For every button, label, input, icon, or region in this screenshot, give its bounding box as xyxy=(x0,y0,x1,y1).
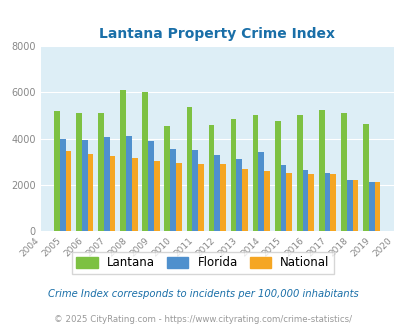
Bar xyxy=(302,170,308,231)
Bar xyxy=(258,152,264,231)
Bar xyxy=(252,115,258,231)
Bar xyxy=(175,163,181,231)
Bar xyxy=(82,140,87,231)
Bar xyxy=(230,119,236,231)
Text: © 2025 CityRating.com - https://www.cityrating.com/crime-statistics/: © 2025 CityRating.com - https://www.city… xyxy=(54,315,351,324)
Bar xyxy=(104,137,109,231)
Bar xyxy=(132,158,137,231)
Bar xyxy=(308,174,313,231)
Bar xyxy=(60,139,65,231)
Bar xyxy=(330,174,335,231)
Bar xyxy=(214,155,220,231)
Bar xyxy=(340,113,346,231)
Bar xyxy=(324,173,330,231)
Bar xyxy=(352,180,357,231)
Bar xyxy=(362,123,368,231)
Bar xyxy=(76,113,82,231)
Bar xyxy=(109,156,115,231)
Bar xyxy=(120,90,126,231)
Bar xyxy=(87,154,93,231)
Bar xyxy=(296,115,302,231)
Bar xyxy=(280,165,286,231)
Legend: Lantana, Florida, National: Lantana, Florida, National xyxy=(71,252,334,274)
Bar xyxy=(286,173,291,231)
Bar xyxy=(186,108,192,231)
Bar xyxy=(374,182,379,231)
Bar xyxy=(126,136,132,231)
Bar xyxy=(241,169,247,231)
Bar xyxy=(264,171,269,231)
Bar xyxy=(164,126,170,231)
Bar xyxy=(98,113,104,231)
Bar xyxy=(346,180,352,231)
Bar xyxy=(208,125,214,231)
Bar xyxy=(198,164,203,231)
Bar xyxy=(192,150,198,231)
Bar xyxy=(274,121,280,231)
Bar xyxy=(148,141,153,231)
Bar xyxy=(65,151,71,231)
Text: Crime Index corresponds to incidents per 100,000 inhabitants: Crime Index corresponds to incidents per… xyxy=(47,289,358,299)
Bar xyxy=(220,164,225,231)
Bar xyxy=(318,110,324,231)
Bar xyxy=(153,160,159,231)
Bar xyxy=(236,159,241,231)
Bar xyxy=(54,111,60,231)
Bar xyxy=(170,149,175,231)
Title: Lantana Property Crime Index: Lantana Property Crime Index xyxy=(99,27,335,41)
Bar xyxy=(142,92,148,231)
Bar xyxy=(368,182,374,231)
